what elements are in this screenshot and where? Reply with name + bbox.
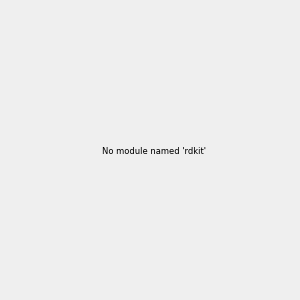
Text: No module named 'rdkit': No module named 'rdkit' [102, 147, 206, 156]
